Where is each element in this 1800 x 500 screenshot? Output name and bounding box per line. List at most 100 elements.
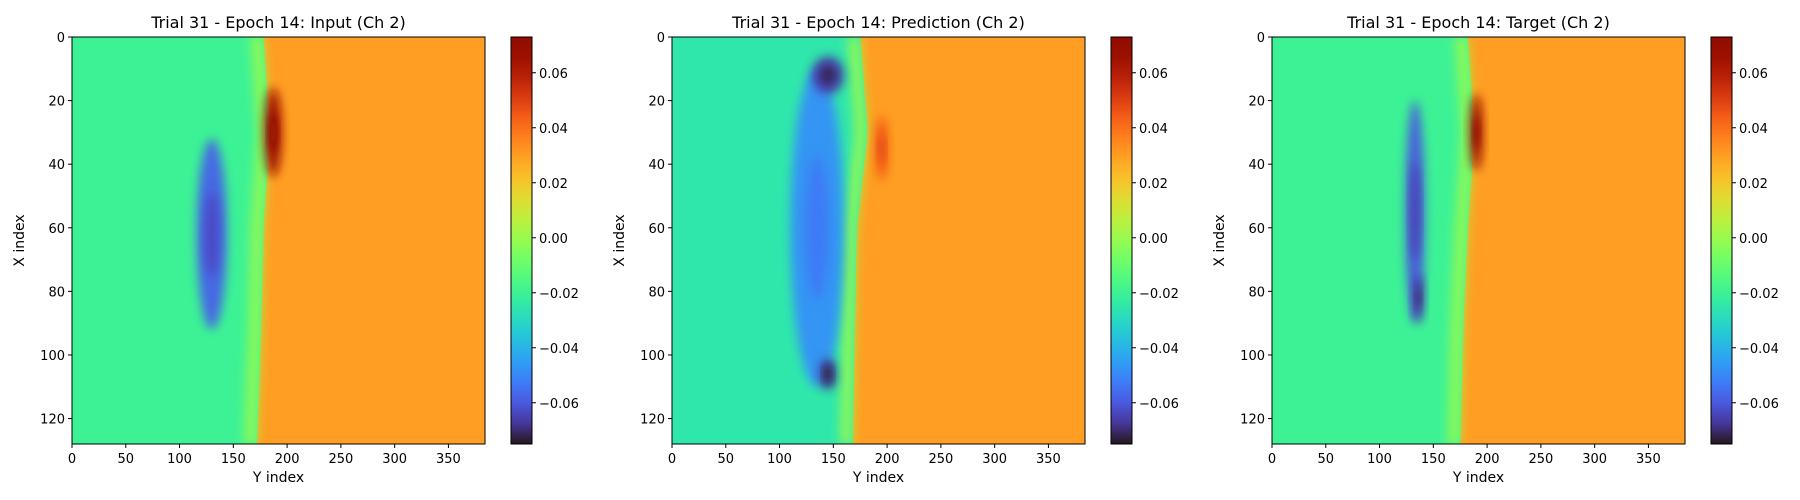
chart-title: Trial 31 - Epoch 14: Input (Ch 2) (150, 13, 406, 32)
colorbar-tick-label: 0.02 (539, 177, 568, 192)
colorbar-tick-label: 0.04 (539, 122, 568, 137)
heatmap-feature-core (1473, 115, 1480, 150)
y-tick-label: 120 (1240, 413, 1265, 428)
heatmap-feature-core (1410, 161, 1420, 262)
plot-frame (71, 36, 486, 445)
x-tick-label: 300 (1582, 452, 1607, 467)
colorbar-tick-label: −0.06 (1739, 397, 1779, 412)
colorbar-tick-label: 0.02 (1139, 177, 1168, 192)
colorbar (1710, 36, 1733, 445)
colorbar-tick-label: −0.06 (539, 397, 579, 412)
y-tick-label: 0 (1257, 31, 1265, 46)
y-tick-label: 0 (657, 31, 665, 46)
plot-frame (671, 36, 1086, 445)
colorbar-tick-label: 0.00 (1739, 232, 1768, 247)
heatmap-feature-core (805, 156, 830, 300)
chart-svg-prediction: Trial 31 - Epoch 14: Prediction (Ch 2) 0 5… (612, 13, 1179, 486)
y-tick-label: 20 (48, 95, 65, 110)
heatmap-feature-core (824, 366, 832, 382)
heatmap-right-region (1460, 37, 1685, 444)
colorbar-tick-label: 0.06 (1139, 67, 1168, 82)
colorbar-tick-label: −0.02 (1139, 287, 1179, 302)
chart-panel-prediction: Trial 31 - Epoch 14: Prediction (Ch 2) 0 5… (600, 0, 1200, 500)
colorbar-tick-label: 0.06 (1739, 67, 1768, 82)
colorbar-tick-label: 0.00 (539, 232, 568, 247)
y-axis-label: X index (1212, 214, 1228, 266)
y-tick-label: 20 (648, 95, 665, 110)
colorbar-tick-label: −0.04 (1139, 342, 1179, 357)
chart-title: Trial 31 - Epoch 14: Target (Ch 2) (1346, 13, 1610, 32)
heatmap-right-region (257, 37, 485, 444)
x-tick-label: 250 (328, 452, 353, 467)
heatmap-feature-core (878, 133, 885, 163)
y-axis-label: X index (612, 214, 628, 266)
chart-panel-input: Trial 31 - Epoch 14: Input (Ch 2) 0 50 100 1… (0, 0, 600, 500)
x-axis-label: Y index (1452, 470, 1504, 486)
colorbar-tick-label: 0.06 (539, 67, 568, 82)
colorbar (510, 36, 533, 445)
heatmap-input (72, 37, 485, 444)
y-tick-label: 80 (48, 285, 65, 300)
colorbar-tick-label: −0.02 (539, 287, 579, 302)
chart-title: Trial 31 - Epoch 14: Prediction (Ch 2) (731, 13, 1025, 32)
heatmap-front-band (1447, 37, 1474, 444)
x-tick-label: 350 (1636, 452, 1661, 467)
y-tick-label: 80 (1248, 285, 1265, 300)
x-tick-label: 250 (928, 452, 953, 467)
x-tick-label: 300 (382, 452, 407, 467)
heatmap-front-band (839, 37, 868, 444)
x-tick-label: 200 (275, 452, 300, 467)
plot-frame (1271, 36, 1686, 445)
y-tick-label: 80 (648, 285, 665, 300)
chart-panel-target: Trial 31 - Epoch 14: Target (Ch 2) 0 50 100… (1200, 0, 1800, 500)
y-axis-label: X index (12, 214, 28, 266)
y-tick-label: 60 (48, 222, 65, 237)
y-tick-label: 100 (640, 349, 665, 364)
heatmap-feature-core (269, 112, 277, 153)
chart-svg-target: Trial 31 - Epoch 14: Target (Ch 2) 0 50 100… (1212, 13, 1779, 486)
x-tick-label: 100 (1367, 452, 1392, 467)
colorbar-tick-label: 0.04 (1739, 122, 1768, 137)
colorbar-tick-label: −0.02 (1739, 287, 1779, 302)
colorbar-tick-label: 0.04 (1139, 122, 1168, 137)
x-tick-label: 100 (767, 452, 792, 467)
y-tick-label: 120 (640, 413, 665, 428)
y-tick-label: 0 (57, 31, 65, 46)
y-tick-label: 40 (648, 158, 665, 173)
x-tick-label: 350 (1036, 452, 1061, 467)
heatmap-front-band (244, 37, 270, 444)
colorbar-tick-label: −0.04 (539, 342, 579, 357)
colorbar-tick-label: −0.04 (1739, 342, 1779, 357)
colorbar (1110, 36, 1133, 445)
y-tick-label: 40 (48, 158, 65, 173)
chart-svg-input: Trial 31 - Epoch 14: Input (Ch 2) 0 50 100 1… (12, 13, 579, 486)
heatmap-feature-core (820, 66, 836, 84)
x-tick-label: 150 (221, 452, 246, 467)
x-tick-label: 350 (436, 452, 461, 467)
x-tick-label: 50 (1318, 452, 1335, 467)
y-tick-label: 20 (1248, 95, 1265, 110)
x-tick-label: 0 (1268, 452, 1276, 467)
y-tick-label: 60 (1248, 222, 1265, 237)
y-tick-label: 60 (648, 222, 665, 237)
x-tick-label: 250 (1528, 452, 1553, 467)
x-axis-label: Y index (852, 470, 904, 486)
y-tick-label: 40 (1248, 158, 1265, 173)
x-tick-label: 200 (1475, 452, 1500, 467)
x-tick-label: 100 (167, 452, 192, 467)
y-tick-label: 100 (40, 349, 65, 364)
x-tick-label: 150 (821, 452, 846, 467)
x-tick-label: 0 (68, 452, 76, 467)
x-tick-label: 0 (668, 452, 676, 467)
x-tick-label: 150 (1421, 452, 1446, 467)
y-tick-label: 120 (40, 413, 65, 428)
heatmap-feature-core (205, 191, 219, 278)
heatmap-feature-core (1415, 286, 1421, 310)
x-tick-label: 300 (982, 452, 1007, 467)
x-tick-label: 200 (875, 452, 900, 467)
heatmap-prediction (672, 37, 1085, 444)
heatmap-right-region (852, 37, 1085, 444)
x-axis-label: Y index (252, 470, 304, 486)
x-tick-label: 50 (718, 452, 735, 467)
colorbar-tick-label: 0.02 (1739, 177, 1768, 192)
